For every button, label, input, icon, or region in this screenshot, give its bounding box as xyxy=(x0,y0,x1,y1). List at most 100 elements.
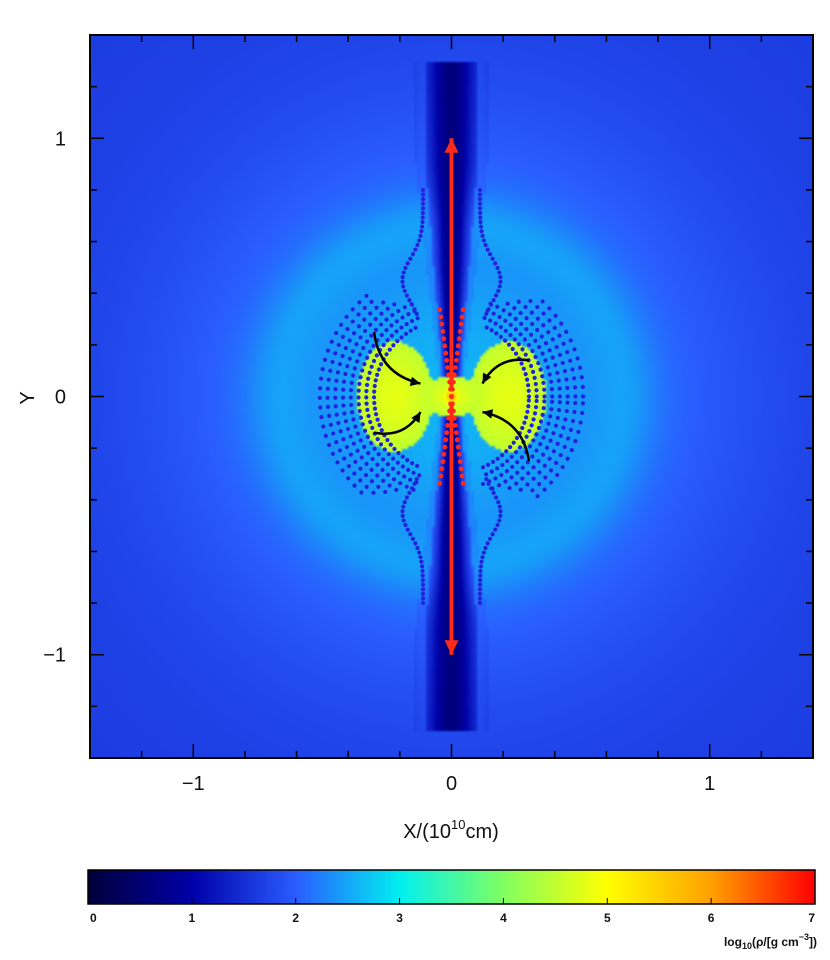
tracer-dot xyxy=(560,360,565,366)
tracer-dot xyxy=(395,339,400,344)
tracer-dot xyxy=(364,401,369,406)
tracer-dot xyxy=(394,329,399,334)
tracer-dot xyxy=(375,462,380,467)
tracer-dot xyxy=(372,446,377,451)
tracer-dot xyxy=(560,464,565,470)
tracer-dot xyxy=(495,456,500,461)
tracer-dot xyxy=(497,314,502,320)
tracer-dot xyxy=(395,460,400,465)
tracer-dot xyxy=(404,484,409,489)
tracer-dot xyxy=(345,426,351,432)
tracer-particles xyxy=(317,187,586,606)
arrow-head xyxy=(482,372,492,384)
tracer-dot xyxy=(536,459,541,464)
x-tick-label: −1 xyxy=(182,773,205,795)
tracer-dot xyxy=(530,454,535,459)
tracer-dot xyxy=(364,339,370,344)
tracer-dot xyxy=(537,344,542,350)
tracer-dot xyxy=(542,387,547,392)
tracer-dot xyxy=(507,312,512,317)
tracer-dot xyxy=(533,405,539,410)
tracer-dot xyxy=(361,345,366,351)
jet-particle xyxy=(437,307,443,313)
tracer-dot xyxy=(401,270,406,275)
tracer-dot xyxy=(326,442,332,448)
tracer-dot xyxy=(410,536,416,541)
tracer-dot xyxy=(570,418,576,424)
jet-particle xyxy=(445,423,451,428)
tracer-dot xyxy=(547,306,552,311)
tracer-dot xyxy=(565,385,570,391)
tracer-dot xyxy=(493,527,498,532)
tracer-dot xyxy=(366,413,371,419)
tracer-dot xyxy=(374,353,379,358)
tracer-dot xyxy=(513,327,518,332)
tracer-dot xyxy=(484,311,489,316)
tracer-dot xyxy=(549,387,555,392)
tracer-dot xyxy=(383,489,388,495)
tracer-dot xyxy=(547,456,552,461)
tracer-dot xyxy=(517,445,523,450)
tracer-dot xyxy=(526,398,531,403)
tracer-dot xyxy=(362,444,367,449)
tracer-dot xyxy=(365,407,370,412)
tracer-dot xyxy=(359,490,364,495)
tracer-dot xyxy=(385,462,390,467)
tracer-dot xyxy=(369,333,374,338)
tracer-dot xyxy=(478,564,484,569)
tracer-dot xyxy=(342,411,347,416)
tracer-dot xyxy=(325,404,331,409)
tracer-dot xyxy=(375,372,380,377)
tracer-dot xyxy=(488,486,494,491)
tracer-dot xyxy=(488,318,493,323)
tracer-dot xyxy=(414,463,420,468)
tracer-dot xyxy=(410,252,416,257)
colorbar-tick-label: 5 xyxy=(604,911,611,925)
jet-particle xyxy=(454,437,460,443)
jet-particle xyxy=(438,314,444,320)
tracer-dot xyxy=(366,376,371,381)
tracer-dot xyxy=(546,421,551,426)
tracer-dot xyxy=(375,473,380,478)
tracer-dot xyxy=(420,201,426,206)
tracer-dot xyxy=(526,388,531,393)
tracer-dot xyxy=(411,470,416,475)
tracer-dot xyxy=(379,332,384,338)
tracer-dot xyxy=(549,379,554,384)
tracer-dot xyxy=(363,328,368,334)
tracer-dot xyxy=(550,394,555,399)
tracer-dot xyxy=(330,359,335,365)
tracer-dot xyxy=(512,337,517,342)
axis-tick-labels: −1 0 1 −1 0 1 xyxy=(43,128,715,795)
tracer-dot xyxy=(355,431,360,436)
tracer-dot xyxy=(494,495,499,500)
tracer-dot xyxy=(371,343,376,348)
tracer-dot xyxy=(542,463,547,468)
y-tick-label: 0 xyxy=(55,387,66,409)
tracer-dot xyxy=(494,293,499,298)
tracer-dot xyxy=(547,318,552,323)
tracer-dot xyxy=(540,299,545,304)
tracer-dot xyxy=(325,395,330,400)
colorbar: 0 1 2 3 4 5 6 7 log10(ρ/[g cm−3]) xyxy=(87,869,817,951)
tracer-dot xyxy=(417,238,422,243)
tracer-dot xyxy=(385,338,390,343)
tracer-dot xyxy=(535,327,540,333)
tracer-dot xyxy=(368,322,373,327)
tracer-dot xyxy=(556,378,561,383)
tracer-dot xyxy=(529,321,535,327)
tracer-dot xyxy=(368,419,373,425)
tracer-dot xyxy=(384,317,389,322)
tracer-dot xyxy=(378,442,384,447)
tracer-dot xyxy=(415,242,420,248)
tracer-dot xyxy=(569,447,574,453)
tracer-dot xyxy=(533,354,538,360)
tracer-dot xyxy=(541,311,546,316)
tracer-dot xyxy=(336,342,341,348)
tracer-dot xyxy=(318,376,324,381)
arrow-head xyxy=(444,640,459,655)
tracer-dot xyxy=(523,304,528,310)
tracer-dot xyxy=(505,301,510,306)
tracer-dot xyxy=(404,293,409,298)
tracer-dot xyxy=(335,460,340,465)
